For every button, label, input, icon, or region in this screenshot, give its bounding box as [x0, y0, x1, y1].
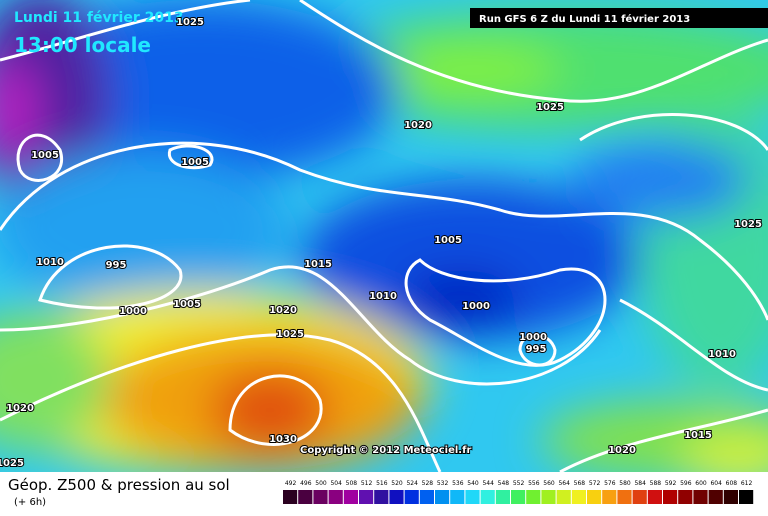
colorbar-label: 560 [543, 480, 555, 487]
run-info: Run GFS 6 Z du Lundi 11 février 2013 [479, 13, 690, 25]
colorbar-swatch [465, 490, 480, 504]
isobar-label: 995 [106, 260, 127, 271]
isobar-label: 1010 [708, 349, 736, 360]
colorbar-label: 556 [528, 480, 540, 487]
colorbar-swatch [556, 490, 571, 504]
isobar-label: 1020 [6, 403, 34, 414]
isobar-label: 1025 [276, 329, 304, 340]
map [0, 0, 768, 472]
colorbar-label: 588 [650, 480, 662, 487]
colorbar-swatch [587, 490, 602, 504]
footer-title: Géop. Z500 & pression au sol [8, 476, 230, 494]
colorbar-swatch [663, 490, 678, 504]
isobar-label: 1030 [269, 434, 297, 445]
colorbar-label: 492 [285, 480, 297, 487]
colorbar-label: 608 [726, 480, 738, 487]
colorbar-label: 580 [619, 480, 631, 487]
colorbar-swatch [313, 490, 328, 504]
colorbar-swatch [343, 490, 358, 504]
colorbar-swatch [571, 490, 586, 504]
isobar-label: 1015 [304, 259, 332, 270]
isobar-label: 1005 [31, 150, 59, 161]
colorbar-swatch [450, 490, 465, 504]
colorbar-label: 516 [376, 480, 388, 487]
isobar-label: 1025 [536, 102, 564, 113]
colorbar-label: 504 [330, 480, 342, 487]
colorbar-swatch [495, 490, 510, 504]
colorbar-label: 572 [589, 480, 601, 487]
colorbar-swatch [419, 490, 434, 504]
colorbar-swatch [480, 490, 495, 504]
colorbar-label: 512 [361, 480, 373, 487]
colorbar-swatch [404, 490, 419, 504]
isobar-label: 1005 [173, 299, 201, 310]
colorbar-swatch [298, 490, 313, 504]
isobar-label: 1020 [404, 120, 432, 131]
isobar-label: 1020 [608, 445, 636, 456]
isobar-label: 1000 [462, 301, 490, 312]
colorbar-label: 584 [634, 480, 646, 487]
colorbar-swatch [617, 490, 632, 504]
isobar-label: 1005 [181, 157, 209, 168]
isobar-label: 1015 [684, 430, 712, 441]
colorbar-label: 612 [741, 480, 753, 487]
colorbar-swatch [283, 490, 298, 504]
isobar-label: 1025 [176, 17, 204, 28]
colorbar-label: 600 [695, 480, 707, 487]
colorbar-label: 508 [346, 480, 358, 487]
colorbar-swatch [526, 490, 541, 504]
colorbar-label: 592 [665, 480, 677, 487]
isobar-label: 1010 [369, 291, 397, 302]
isobar-label: 1005 [434, 235, 462, 246]
isobar-label: 1025 [0, 458, 24, 469]
colorbar-swatch [435, 490, 450, 504]
colorbar-swatch [739, 490, 754, 504]
colorbar-swatch [647, 490, 662, 504]
isobar-label: 995 [526, 344, 547, 355]
colorbar-swatch [708, 490, 723, 504]
colorbar-swatch [359, 490, 374, 504]
colorbar-label: 596 [680, 480, 692, 487]
colorbar-label: 552 [513, 480, 525, 487]
colorbar-swatch [632, 490, 647, 504]
colorbar-label: 496 [300, 480, 312, 487]
colorbar-label: 548 [498, 480, 510, 487]
colorbar-swatch [374, 490, 389, 504]
colorbar-label: 524 [406, 480, 418, 487]
colorbar: 492 496 500 504 508 512 516 520 524 528 532 536 540 5… [283, 480, 754, 504]
colorbar-label: 532 [437, 480, 449, 487]
colorbar-label: 500 [315, 480, 327, 487]
footer-subtitle: (+ 6h) [14, 497, 46, 508]
colorbar-label: 604 [710, 480, 722, 487]
colorbar-label: 520 [391, 480, 403, 487]
colorbar-label: 540 [467, 480, 479, 487]
colorbar-label: 536 [452, 480, 464, 487]
colorbar-swatch [389, 490, 404, 504]
colorbar-label: 576 [604, 480, 616, 487]
colorbar-label: 568 [574, 480, 586, 487]
colorbar-label: 528 [422, 480, 434, 487]
isobar-label: 1000 [119, 306, 147, 317]
isobar-labels: 1025 1005 1005 1020 1025 1005 1015 1010 … [0, 16, 763, 470]
isobar-label: 1000 [519, 332, 547, 343]
colorbar-swatch [541, 490, 556, 504]
isobar-label: 1010 [36, 257, 64, 268]
date: Lundi 11 février 2013 [14, 10, 184, 26]
time: 13:00 locale [14, 33, 151, 57]
colorbar-swatch [511, 490, 526, 504]
colorbar-swatch [328, 490, 343, 504]
isobar-label: 1020 [269, 305, 297, 316]
colorbar-label: 564 [558, 480, 570, 487]
colorbar-label: 544 [482, 480, 494, 487]
colorbar-swatch [678, 490, 693, 504]
copyright: Copyright © 2012 Meteociel.fr [300, 445, 471, 456]
colorbar-swatch [693, 490, 708, 504]
colorbar-swatch [723, 490, 738, 504]
colorbar-swatch [602, 490, 617, 504]
isobar-label: 1025 [734, 219, 762, 230]
